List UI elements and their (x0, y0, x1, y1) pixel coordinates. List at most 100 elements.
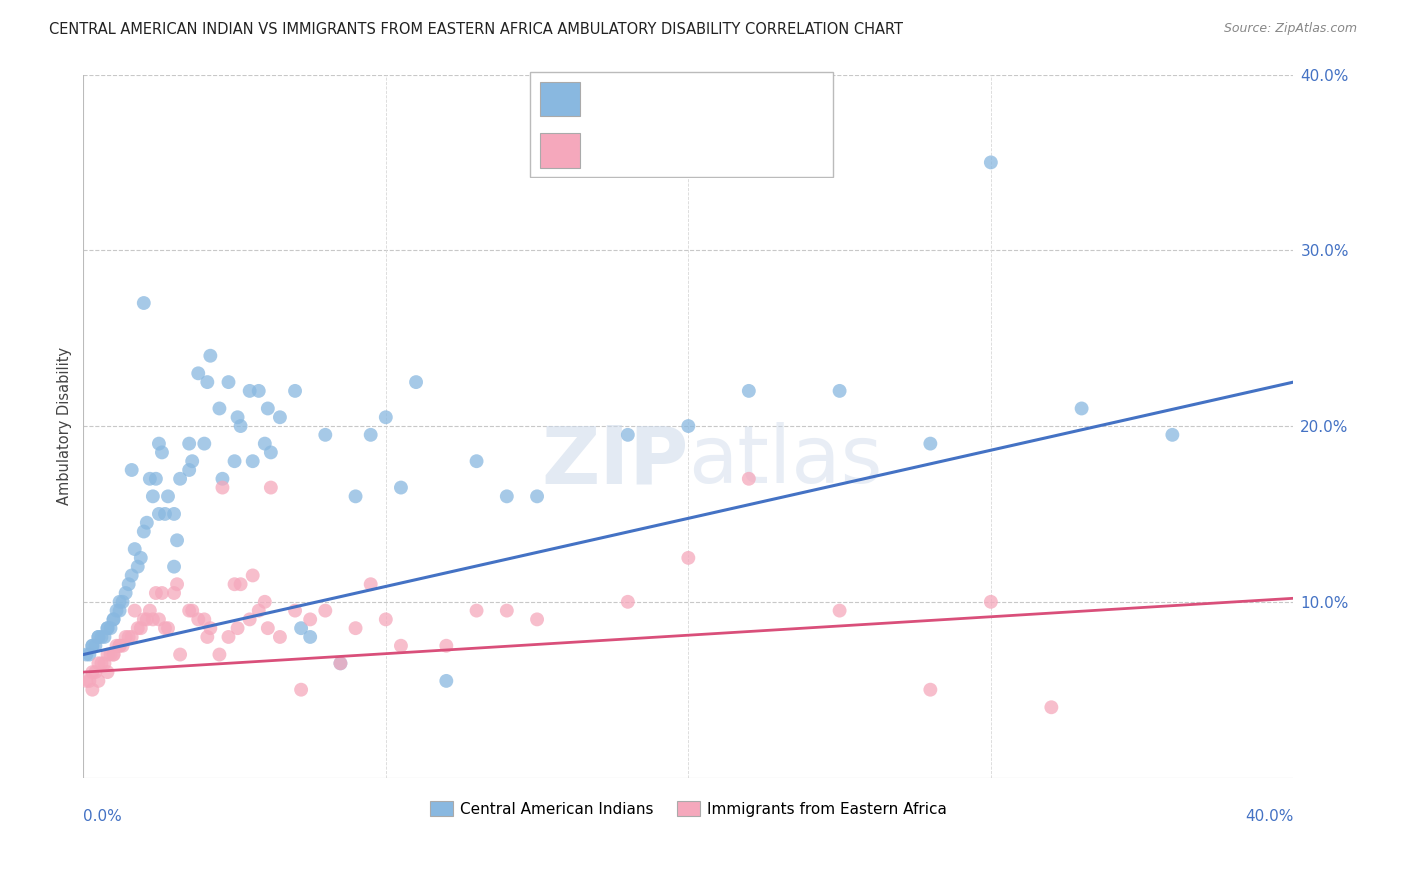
Point (434, 639, 457, 653)
Point (920, 436, 942, 450)
Text: atlas: atlas (689, 422, 883, 500)
Text: 0.616: 0.616 (641, 92, 692, 107)
Point (495, 489, 517, 503)
Point (142, 489, 165, 503)
Point (239, 612, 262, 626)
Point (247, 384, 270, 398)
Point (208, 401, 231, 416)
Text: ZIP: ZIP (541, 422, 689, 500)
Point (226, 410, 249, 425)
Point (179, 463, 201, 477)
Point (229, 577, 252, 591)
Point (1040, 700, 1063, 714)
Point (389, 639, 412, 653)
Point (118, 630, 141, 644)
Point (260, 445, 283, 459)
Point (284, 384, 307, 398)
Point (100, 621, 122, 635)
Point (329, 657, 352, 671)
Point (103, 648, 125, 662)
Point (90, 630, 112, 644)
Point (127, 559, 149, 574)
Point (980, 595, 1002, 609)
Point (84, 665, 107, 679)
Point (96, 648, 118, 662)
Text: R =: R = (595, 92, 630, 107)
Point (465, 604, 488, 618)
Point (166, 533, 188, 548)
Point (253, 595, 276, 609)
Point (166, 577, 188, 591)
Point (105, 639, 128, 653)
Point (195, 630, 218, 644)
Point (169, 648, 191, 662)
Point (200, 621, 222, 635)
Point (108, 639, 131, 653)
Point (124, 542, 146, 557)
Point (1161, 427, 1184, 442)
Point (269, 410, 291, 425)
Point (290, 682, 312, 697)
Point (195, 375, 218, 389)
Point (187, 367, 209, 381)
Point (145, 586, 167, 600)
Point (179, 436, 201, 450)
Point (360, 577, 382, 591)
Point (208, 648, 231, 662)
Point (108, 639, 131, 653)
Point (121, 630, 143, 644)
Point (82, 639, 104, 653)
Point (434, 673, 457, 688)
Point (360, 427, 382, 442)
Point (218, 630, 240, 644)
Point (96, 621, 118, 635)
Point (108, 595, 131, 609)
Point (1070, 401, 1092, 416)
Point (79, 648, 101, 662)
Point (374, 612, 396, 626)
Point (465, 454, 488, 468)
Point (135, 516, 157, 530)
Text: N =: N = (713, 92, 749, 107)
Point (374, 410, 396, 425)
Text: R =: R = (595, 143, 630, 158)
Point (329, 657, 352, 671)
Point (260, 481, 283, 495)
Point (132, 296, 155, 310)
Point (103, 612, 125, 626)
Point (114, 630, 136, 644)
Point (129, 550, 152, 565)
Point (738, 384, 761, 398)
Point (82, 665, 104, 679)
Point (96, 665, 118, 679)
Text: CENTRAL AMERICAN INDIAN VS IMMIGRANTS FROM EASTERN AFRICA AMBULATORY DISABILITY : CENTRAL AMERICAN INDIAN VS IMMIGRANTS FR… (49, 22, 903, 37)
Point (828, 604, 851, 618)
Point (344, 489, 367, 503)
Point (163, 586, 186, 600)
Text: 75: 75 (759, 143, 782, 158)
Point (105, 604, 128, 618)
Point (181, 454, 204, 468)
Point (93, 657, 115, 671)
Point (226, 621, 249, 635)
Point (211, 481, 233, 495)
Point (163, 559, 186, 574)
Point (100, 648, 122, 662)
Point (344, 621, 367, 635)
Point (242, 568, 264, 582)
Point (129, 621, 152, 635)
Point (135, 612, 157, 626)
Text: 40.0%: 40.0% (1244, 809, 1294, 824)
Text: Source: ZipAtlas.com: Source: ZipAtlas.com (1223, 22, 1357, 36)
Text: 0.316: 0.316 (641, 143, 692, 158)
Point (678, 419, 700, 434)
Point (150, 445, 173, 459)
Point (118, 577, 141, 591)
Point (229, 419, 252, 434)
Text: 78: 78 (759, 92, 782, 107)
Point (90, 657, 112, 671)
Point (256, 621, 278, 635)
Point (389, 481, 412, 495)
Point (153, 507, 176, 521)
Point (617, 595, 640, 609)
